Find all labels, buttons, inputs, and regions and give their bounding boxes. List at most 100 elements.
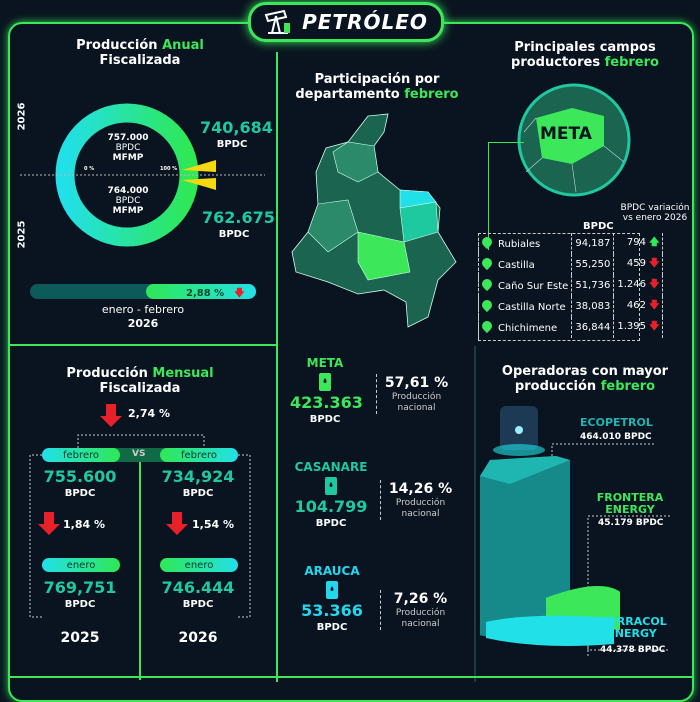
map-meta: [357, 231, 411, 281]
departments-title: Participación por departamento febrero: [295, 72, 459, 102]
unit: BPDC: [115, 196, 141, 206]
feb-2026-value: 734,924: [161, 467, 235, 486]
department-name: CASANARE: [294, 460, 368, 474]
meta-map: [517, 83, 631, 197]
rank-drop-icon: [479, 318, 495, 334]
unit: BPDC: [64, 599, 96, 610]
field-row: Caño Sur Este 51,736 1.246 🡇: [477, 275, 664, 296]
department-share: 57,61 % Producción nacional: [376, 374, 456, 414]
oil-barrel-icon: [326, 581, 338, 599]
hundred-pct: 100 %: [160, 166, 178, 172]
unit: BPDC: [316, 622, 348, 633]
pie-slice-sierracol: [486, 615, 614, 647]
unit: BPDC: [309, 414, 341, 425]
field-row: Rubiales 94,187 794 🡅: [477, 233, 664, 254]
divider: [276, 52, 278, 682]
feb-2025-value: 755.600: [43, 467, 117, 486]
department-share: 7,26 % Producción nacional: [380, 590, 460, 630]
field-variation: 462: [626, 300, 646, 311]
fields-title: Principales campos productores febrero: [511, 40, 659, 70]
field-row: Chichimene 36,844 1.395 🡇: [477, 317, 664, 338]
annual-donut: [20, 103, 265, 247]
change-2025: 1,84 %: [63, 518, 105, 531]
month-pill: febrero: [160, 448, 238, 462]
col-bpdc: BPDC: [583, 221, 614, 232]
oil-barrel-icon: [325, 477, 337, 495]
change-2026: 1,54 %: [192, 518, 234, 531]
arrow-down-icon: 🡇: [649, 321, 660, 332]
donut-ring: [55, 103, 199, 247]
operator-name: FRONTERA ENERGY: [596, 491, 664, 516]
header-title: PETRÓLEO: [302, 10, 428, 34]
operators-pie: [480, 406, 670, 656]
field-name: Caño Sur Este: [498, 281, 569, 292]
change-value: 2,88 %: [186, 288, 225, 299]
department-casanare: CASANARE 104.799 BPDC: [286, 460, 376, 530]
field-name: Castilla Norte: [498, 302, 566, 313]
field-variation: 1.246: [617, 279, 646, 290]
monthly-connectors: [29, 404, 251, 680]
operator-name: ECOPETROL: [580, 416, 653, 429]
mfmp-label: MFMP: [112, 206, 144, 216]
month-pill: febrero: [42, 448, 120, 462]
department-pct-label: Producción nacional: [395, 498, 446, 519]
field-bpdc: 55,250: [571, 254, 615, 275]
arrow-up-icon: 🡅: [649, 237, 660, 248]
map-casanare: [399, 201, 439, 243]
monthly-title: Producción Mensual Fiscalizada: [66, 366, 214, 396]
col-var: BPDC variación vs enero 2026: [620, 203, 690, 223]
field-name: Castilla: [498, 260, 535, 271]
department-name: META: [306, 356, 344, 370]
year-2026: 2026: [178, 630, 218, 646]
department-value: 423.363: [290, 393, 363, 412]
field-bpdc: 51,736: [571, 275, 615, 296]
unit: BPDC: [216, 139, 248, 150]
value-2026: 740,684: [200, 118, 273, 137]
period-year: 2026: [127, 317, 159, 330]
field-variation: 459: [626, 258, 646, 269]
department-meta: META 423.363 BPDC: [290, 356, 363, 426]
field-bpdc: 36,844: [571, 317, 615, 338]
arrow-down-icon: 🡇: [649, 258, 660, 269]
jan-2026-value: 746.444: [161, 578, 235, 597]
arrow-down-icon: 🡇: [649, 300, 660, 311]
unit: BPDC: [182, 488, 214, 499]
vs-label: VS: [132, 449, 146, 459]
department-pct-label: Producción nacional: [395, 608, 446, 629]
jan-2025-value: 769,751: [43, 578, 117, 597]
zero-pct: 0 %: [84, 166, 95, 172]
rank-drop-icon: [479, 297, 495, 313]
department-pct: 57,61 %: [384, 375, 449, 391]
divider: [8, 676, 694, 678]
field-row: Castilla Norte 38,083 462 🡇: [477, 296, 664, 317]
oil-barrel-icon: [319, 373, 331, 391]
department-pct: 14,26 %: [388, 481, 453, 497]
arrow-down-icon: [100, 404, 122, 427]
rank-drop-icon: [479, 234, 495, 250]
unit: BPDC: [182, 599, 214, 610]
map-meta-highlight: [536, 108, 604, 164]
meta-map-label: META: [540, 124, 592, 144]
map-departments: [307, 141, 379, 253]
field-name: Chichimene: [498, 323, 558, 334]
field-name: Rubiales: [498, 239, 541, 250]
colombia-map: [291, 113, 457, 328]
target-2025: 764.000: [107, 186, 149, 196]
department-pct: 7,26 %: [393, 591, 448, 607]
department-value: 104.799: [294, 497, 368, 516]
connector: [488, 142, 489, 250]
pie-slice-ecopetrol: [480, 456, 570, 640]
value-2025: 762.675: [202, 208, 275, 227]
rank-drop-icon: [479, 255, 495, 271]
header: PETRÓLEO: [248, 2, 444, 42]
operator-value: 45.179 BPDC: [598, 518, 664, 528]
fields-table: Rubiales 94,187 794 🡅 Castilla 55,250 459 🡇 Ca…: [477, 233, 664, 338]
oil-pump-icon: [264, 9, 291, 34]
year-2025: 2025: [60, 630, 100, 646]
arrow-down-icon: 🡇: [234, 288, 245, 299]
field-variation: 794: [626, 237, 646, 248]
divider: [8, 344, 276, 346]
month-pill: enero: [42, 558, 120, 572]
annual-title: Producción Anual Fiscalizada: [76, 38, 204, 68]
operators-title: Operadoras con mayor producción febrero: [501, 364, 669, 394]
